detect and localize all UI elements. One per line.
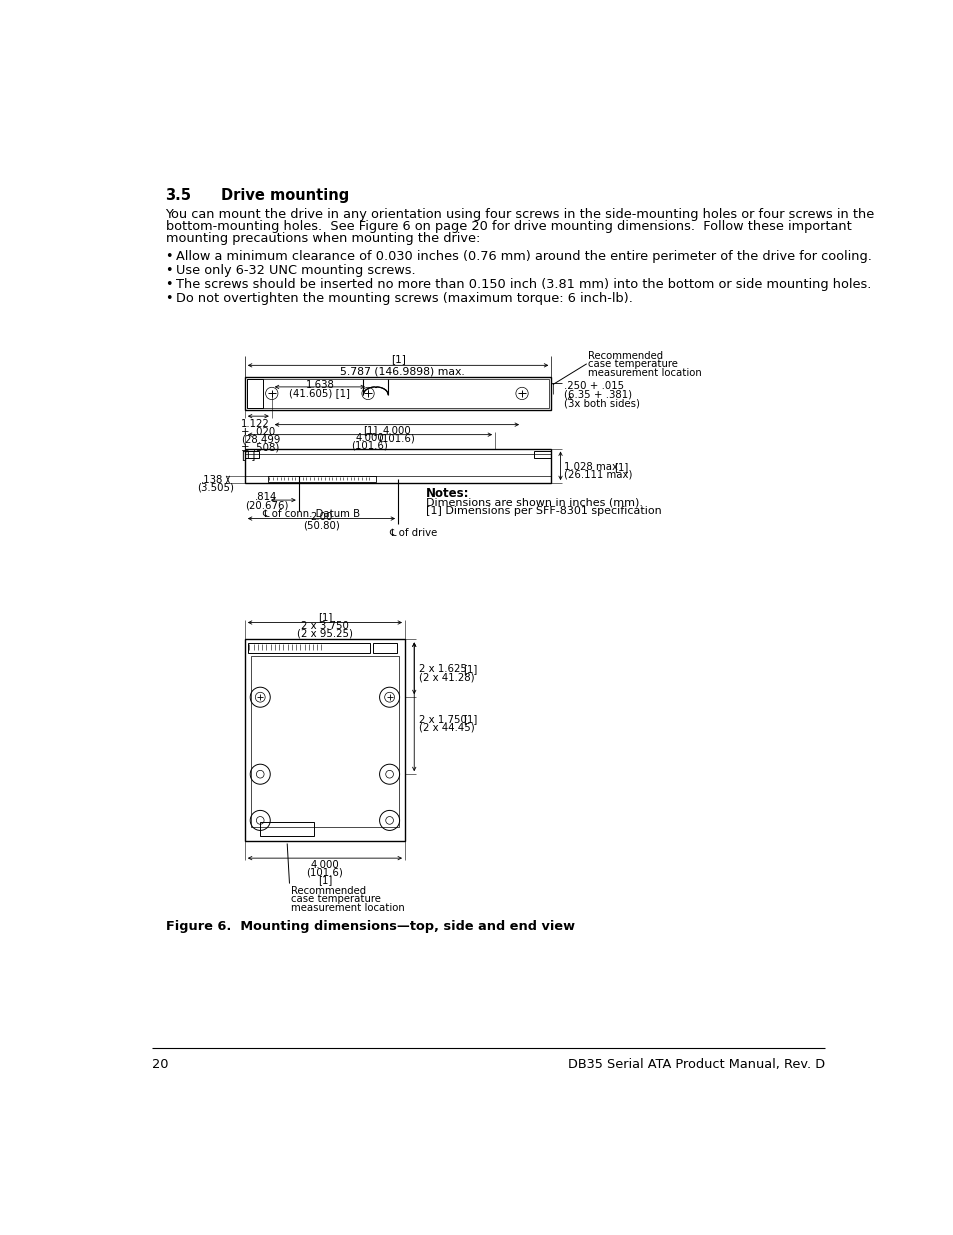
Text: (50.80): (50.80) xyxy=(302,520,339,530)
Text: Drive mounting: Drive mounting xyxy=(221,188,349,204)
Bar xyxy=(245,451,258,458)
Text: (20.676): (20.676) xyxy=(244,500,288,510)
Text: .814: .814 xyxy=(255,493,277,503)
Text: [1]: [1] xyxy=(241,450,255,461)
Text: measurement location: measurement location xyxy=(588,368,701,378)
Text: (2 x 44.45): (2 x 44.45) xyxy=(418,722,474,732)
Bar xyxy=(534,451,551,458)
Text: 2.00: 2.00 xyxy=(310,513,332,522)
Text: ℄ of drive: ℄ of drive xyxy=(389,527,436,537)
Bar xyxy=(248,642,369,653)
Text: ± .508): ± .508) xyxy=(241,442,279,452)
Bar xyxy=(247,379,262,408)
Text: [1]: [1] xyxy=(463,715,477,725)
Text: (101.6): (101.6) xyxy=(378,433,415,443)
Text: 4.000: 4.000 xyxy=(355,433,384,443)
Text: DB35 Serial ATA Product Manual, Rev. D: DB35 Serial ATA Product Manual, Rev. D xyxy=(568,1058,824,1071)
Text: The screws should be inserted no more than 0.150 inch (3.81 mm) into the bottom : The screws should be inserted no more th… xyxy=(176,278,871,291)
Text: [1]: [1] xyxy=(317,876,332,885)
Bar xyxy=(260,823,314,836)
Text: Recommended: Recommended xyxy=(291,885,366,895)
Text: •: • xyxy=(166,264,172,277)
Text: You can mount the drive in any orientation using four screws in the side-mountin: You can mount the drive in any orientati… xyxy=(166,209,874,221)
Text: (3.505): (3.505) xyxy=(197,483,233,493)
Text: (2 x 41.28): (2 x 41.28) xyxy=(418,672,474,682)
Text: case temperature: case temperature xyxy=(588,359,678,369)
Text: 2 x 3.750: 2 x 3.750 xyxy=(300,621,349,631)
Text: (41.605) [1]: (41.605) [1] xyxy=(289,388,350,398)
Text: 4.000: 4.000 xyxy=(311,860,339,869)
Text: (26.111 max): (26.111 max) xyxy=(564,469,632,479)
Bar xyxy=(251,656,398,827)
Text: 5.787 (146.9898) max.: 5.787 (146.9898) max. xyxy=(339,367,464,377)
Text: 3.5: 3.5 xyxy=(166,188,192,204)
Text: •: • xyxy=(166,251,172,263)
Text: .250 + .015: .250 + .015 xyxy=(563,380,623,390)
Text: .138: .138 xyxy=(201,475,223,485)
Bar xyxy=(247,379,548,408)
Text: (3x both sides): (3x both sides) xyxy=(563,399,639,409)
Text: (101.6): (101.6) xyxy=(351,441,388,451)
Text: Recommended: Recommended xyxy=(588,351,662,361)
Text: 4.000: 4.000 xyxy=(382,426,411,436)
Text: [1]: [1] xyxy=(317,613,332,622)
Text: 2 x 1.750: 2 x 1.750 xyxy=(418,715,466,725)
Text: [1]: [1] xyxy=(614,462,628,472)
Text: bottom-mounting holes.  See Figure 6 on page 20 for drive mounting dimensions.  : bottom-mounting holes. See Figure 6 on p… xyxy=(166,220,850,233)
Text: + .020: + .020 xyxy=(241,427,275,437)
Text: Do not overtighten the mounting screws (maximum torque: 6 inch-lb).: Do not overtighten the mounting screws (… xyxy=(176,291,633,305)
Text: (2 x 95.25): (2 x 95.25) xyxy=(296,629,353,638)
Text: [1]: [1] xyxy=(362,425,376,435)
Text: (101.6): (101.6) xyxy=(306,867,343,877)
Text: 1.638: 1.638 xyxy=(305,380,334,390)
Text: Allow a minimum clearance of 0.030 inches (0.76 mm) around the entire perimeter : Allow a minimum clearance of 0.030 inche… xyxy=(176,251,871,263)
Text: Figure 6.  Mounting dimensions—top, side and end view: Figure 6. Mounting dimensions—top, side … xyxy=(166,920,574,932)
Text: Notes:: Notes: xyxy=(425,487,469,500)
Text: case temperature: case temperature xyxy=(291,894,380,904)
Text: 1.028 max: 1.028 max xyxy=(564,462,618,472)
Text: •: • xyxy=(166,291,172,305)
Text: [1]: [1] xyxy=(463,664,477,674)
Text: 2 x 1.625: 2 x 1.625 xyxy=(418,664,466,674)
Text: mounting precautions when mounting the drive:: mounting precautions when mounting the d… xyxy=(166,232,479,245)
Text: •: • xyxy=(166,278,172,291)
Text: [1] Dimensions per SFF-8301 specification: [1] Dimensions per SFF-8301 specificatio… xyxy=(425,506,660,516)
Bar xyxy=(245,640,405,841)
Text: ℄ of conn. Datum B: ℄ of conn. Datum B xyxy=(261,509,359,519)
Bar xyxy=(373,642,396,653)
Bar xyxy=(268,477,375,483)
Text: 1.122: 1.122 xyxy=(241,419,270,430)
Text: (6.35 + .381): (6.35 + .381) xyxy=(563,389,631,399)
Text: Use only 6-32 UNC mounting screws.: Use only 6-32 UNC mounting screws. xyxy=(176,264,416,277)
Text: (28.499: (28.499 xyxy=(241,435,280,445)
Text: 20: 20 xyxy=(152,1058,169,1071)
Bar xyxy=(245,448,551,483)
Text: Dimensions are shown in inches (mm).: Dimensions are shown in inches (mm). xyxy=(425,498,642,508)
Bar xyxy=(245,377,551,410)
Text: [1]: [1] xyxy=(390,354,405,364)
Text: measurement location: measurement location xyxy=(291,903,404,913)
